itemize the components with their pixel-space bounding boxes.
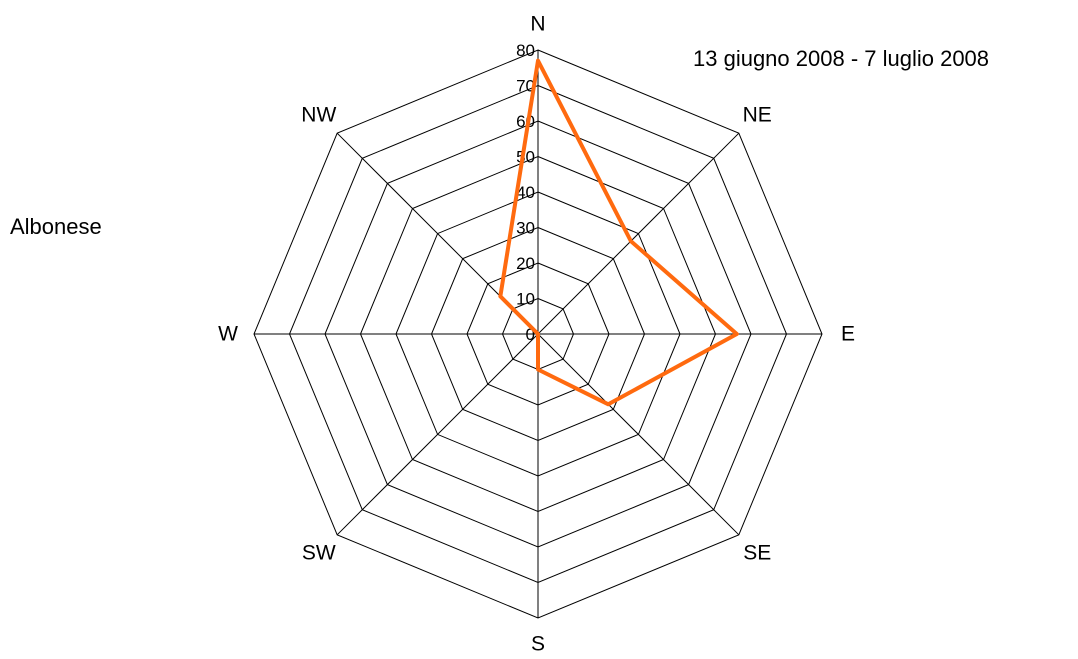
category-label-se: SE (743, 542, 771, 565)
tick-label: 30 (516, 219, 535, 238)
site-label: Albonese (10, 214, 102, 239)
label-layer: N NE E SE S SW W NW (218, 13, 855, 656)
period-label: 13 giugno 2008 - 7 luglio 2008 (693, 46, 990, 71)
category-label-s: S (531, 633, 545, 656)
axis-spoke-sw (336, 333, 539, 536)
tick-label: 0 (526, 325, 535, 344)
tick-label: 80 (516, 41, 535, 60)
axis-spoke-se (537, 333, 740, 536)
series-layer (498, 58, 739, 407)
category-label-nw: NW (301, 103, 336, 126)
tick-label: 10 (516, 290, 535, 309)
axis-spoke-ne (537, 132, 740, 335)
category-label-ne: NE (743, 103, 772, 126)
category-label-n: N (530, 13, 545, 36)
category-label-w: W (218, 323, 238, 346)
category-label-sw: SW (302, 542, 336, 565)
tick-label: 70 (516, 77, 535, 96)
category-label-e: E (841, 323, 855, 346)
series-line (498, 58, 739, 407)
tick-label: 20 (516, 254, 535, 273)
tick-label: 40 (516, 183, 535, 202)
